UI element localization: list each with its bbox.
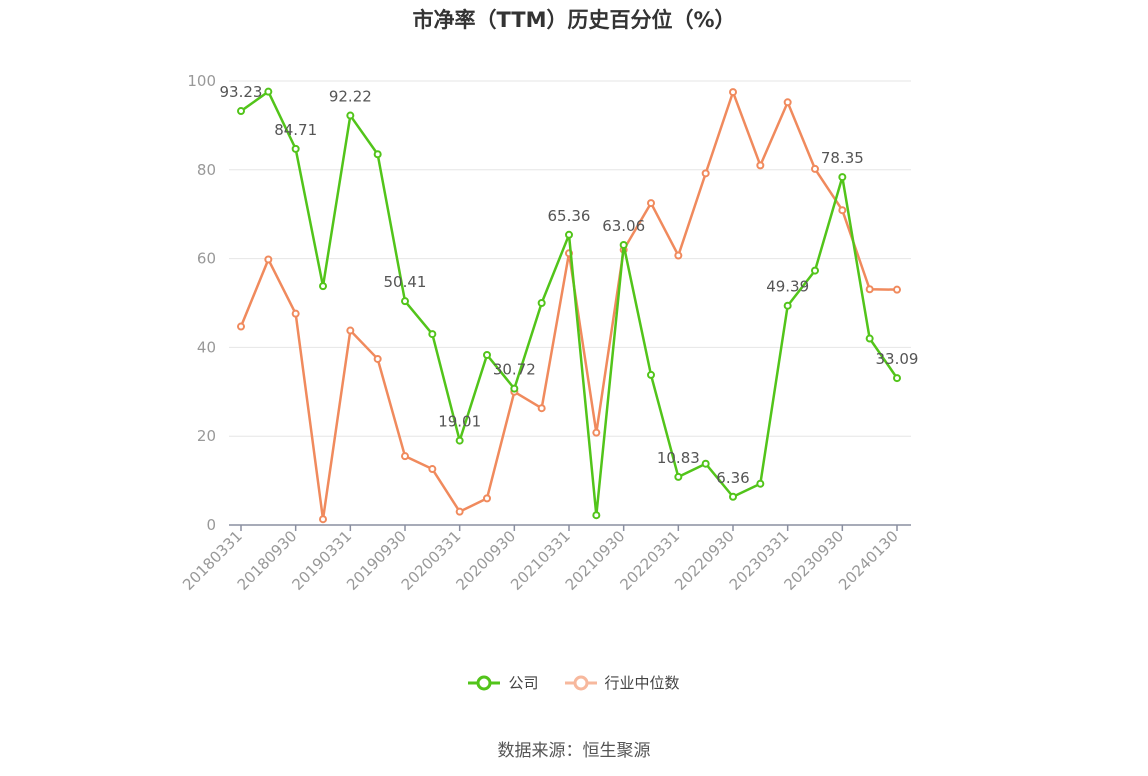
data-point bbox=[865, 334, 874, 343]
data-point bbox=[865, 285, 874, 294]
y-axis-tick-labels: 0 20 40 60 80 100 bbox=[187, 72, 216, 534]
data-label: 30.72 bbox=[493, 361, 536, 379]
data-label: 65.36 bbox=[548, 207, 591, 225]
data-labels: 93.23 84.71 92.22 50.41 19.01 30.72 65.36 63.06… bbox=[220, 83, 919, 487]
data-point bbox=[401, 452, 409, 461]
data-point bbox=[455, 436, 464, 445]
y-tick-label: 0 bbox=[206, 516, 216, 534]
data-label: 10.83 bbox=[657, 449, 700, 467]
legend-item-industry[interactable]: 行业中位数 bbox=[564, 672, 680, 693]
data-point bbox=[701, 169, 710, 178]
data-point bbox=[565, 230, 573, 239]
data-point bbox=[237, 107, 245, 116]
data-point bbox=[756, 479, 765, 488]
y-tick-label: 100 bbox=[187, 72, 216, 90]
legend-item-company[interactable]: 公司 bbox=[468, 672, 539, 693]
data-point bbox=[510, 384, 519, 393]
y-tick-label: 20 bbox=[197, 427, 216, 445]
series-lines bbox=[237, 87, 901, 524]
data-point bbox=[428, 330, 437, 339]
x-axis-tick-labels: 2018033120180930201903312019093020200331… bbox=[179, 527, 902, 594]
data-point bbox=[783, 301, 792, 310]
data-label: 63.06 bbox=[602, 217, 645, 235]
data-point bbox=[811, 266, 819, 275]
data-point bbox=[537, 299, 546, 307]
data-label: 6.36 bbox=[716, 469, 749, 487]
data-point bbox=[291, 309, 300, 318]
data-point bbox=[893, 285, 901, 294]
data-point bbox=[346, 111, 355, 120]
data-point bbox=[291, 144, 300, 153]
data-point bbox=[592, 428, 601, 437]
legend-label-industry: 行业中位数 bbox=[604, 674, 680, 692]
data-point bbox=[756, 161, 765, 170]
series-line bbox=[240, 90, 899, 517]
data-point bbox=[483, 350, 491, 359]
legend-line-marker-icon bbox=[468, 675, 501, 690]
data-point bbox=[264, 255, 273, 264]
data-label: 78.35 bbox=[821, 149, 864, 167]
data-point bbox=[428, 465, 437, 474]
legend-line-marker-icon bbox=[564, 675, 597, 690]
series-line bbox=[239, 90, 898, 521]
x-tick-label: 20240130 bbox=[835, 527, 902, 594]
data-point bbox=[373, 354, 382, 363]
data-point bbox=[893, 374, 901, 383]
y-tick-label: 80 bbox=[197, 161, 216, 179]
legend-label-company: 公司 bbox=[508, 674, 539, 692]
data-point bbox=[455, 507, 464, 516]
data-point bbox=[483, 494, 491, 503]
data-point bbox=[701, 459, 710, 468]
data-point bbox=[264, 87, 273, 96]
data-point bbox=[319, 282, 327, 291]
data-point bbox=[237, 322, 245, 331]
y-tick-label: 40 bbox=[197, 338, 216, 356]
data-point bbox=[811, 164, 819, 173]
data-point bbox=[537, 404, 546, 413]
data-point bbox=[592, 511, 601, 520]
data-label: 50.41 bbox=[384, 273, 427, 291]
data-point bbox=[783, 98, 792, 107]
data-label: 49.39 bbox=[766, 278, 809, 296]
data-label: 33.09 bbox=[876, 350, 919, 368]
y-tick-label: 60 bbox=[197, 250, 216, 268]
data-point bbox=[838, 173, 847, 182]
data-point bbox=[729, 492, 737, 501]
chart-title: 市净率（TTM）历史百分位（%） bbox=[412, 8, 736, 32]
data-label: 92.22 bbox=[329, 88, 372, 106]
line-chart: 0 20 40 60 80 100 201803312018093020190331201… bbox=[179, 72, 919, 594]
data-label: 19.01 bbox=[438, 413, 481, 431]
data-point bbox=[838, 206, 847, 215]
data-point bbox=[401, 297, 409, 306]
data-source: 数据来源：恒生聚源 bbox=[497, 741, 651, 761]
data-point bbox=[346, 326, 355, 335]
data-point bbox=[619, 241, 628, 250]
data-point bbox=[373, 150, 382, 159]
legend: 公司 行业中位数 bbox=[0, 672, 1148, 693]
data-point bbox=[319, 515, 327, 524]
data-label: 84.71 bbox=[274, 121, 317, 139]
data-point bbox=[674, 472, 683, 481]
data-point bbox=[674, 251, 683, 260]
x-axis bbox=[229, 524, 911, 531]
data-label: 93.23 bbox=[220, 83, 263, 101]
data-point bbox=[647, 370, 655, 379]
data-point bbox=[729, 88, 737, 97]
data-point bbox=[647, 199, 655, 208]
